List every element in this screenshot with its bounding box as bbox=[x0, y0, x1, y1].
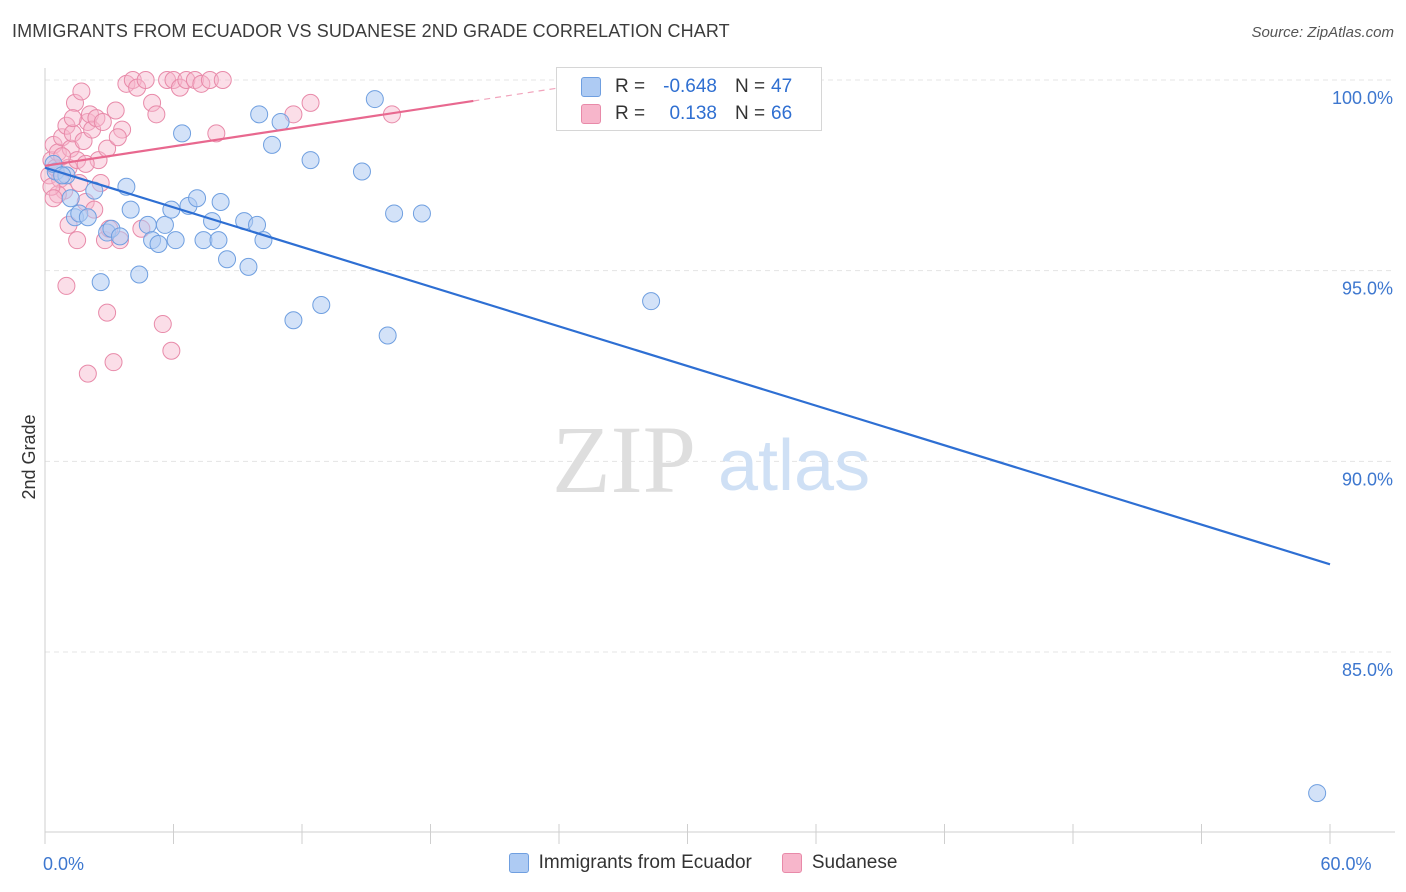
sudanese-point bbox=[192, 74, 211, 93]
sudanese-point bbox=[170, 78, 189, 97]
x-tick-label: 60.0% bbox=[1320, 854, 1371, 874]
ecuador-point bbox=[642, 292, 661, 311]
sudanese-point bbox=[104, 353, 123, 372]
ecuador-point bbox=[130, 265, 149, 284]
sudanese-point bbox=[93, 112, 112, 131]
legend-label-ecuador: Immigrants from Ecuador bbox=[538, 852, 752, 873]
legend-swatch-pink bbox=[781, 853, 802, 873]
ecuador-point bbox=[271, 112, 290, 131]
sudanese-point bbox=[57, 276, 76, 295]
ecuador-point bbox=[138, 215, 157, 234]
legend-swatch-blue bbox=[581, 77, 601, 97]
sudanese-point bbox=[136, 71, 155, 89]
sudanese-point bbox=[57, 116, 76, 135]
sudanese-point bbox=[68, 231, 87, 250]
sudanese-point bbox=[153, 315, 172, 334]
stats-legend: R = -0.648 N = 47 R = 0.138 N = 66 bbox=[556, 67, 822, 131]
ecuador-point bbox=[211, 193, 230, 212]
sudanese-point bbox=[78, 364, 97, 383]
sudanese-point bbox=[200, 71, 219, 89]
ecuador-point bbox=[218, 250, 237, 269]
legend-r-value: -0.648 bbox=[663, 76, 717, 97]
sudanese-point bbox=[44, 189, 63, 208]
legend-n-label: N = bbox=[735, 103, 766, 124]
ecuador-point bbox=[194, 231, 213, 250]
ecuador-point bbox=[385, 204, 404, 223]
legend-item-ecuador[interactable]: Immigrants from Ecuador bbox=[508, 852, 752, 874]
sudanese-point bbox=[213, 71, 232, 89]
x-tick-label: 0.0% bbox=[43, 854, 84, 874]
sudanese-point bbox=[83, 120, 102, 139]
sudanese-point bbox=[65, 93, 84, 112]
sudanese-point bbox=[301, 93, 320, 112]
ecuador-point bbox=[1308, 784, 1327, 803]
sudanese-point bbox=[162, 341, 181, 360]
sudanese-point bbox=[207, 124, 226, 143]
ecuador-point bbox=[378, 326, 397, 345]
ecuador-point bbox=[312, 295, 331, 314]
series-legend: Immigrants from Ecuador Sudanese bbox=[0, 852, 1406, 874]
sudanese-point bbox=[98, 303, 117, 322]
y-tick-label: 100.0% bbox=[1332, 88, 1393, 108]
ecuador-point bbox=[352, 162, 371, 181]
sudanese-point bbox=[147, 105, 166, 124]
y-tick-label: 95.0% bbox=[1342, 279, 1393, 299]
sudanese-point bbox=[63, 124, 82, 143]
ecuador-point bbox=[91, 273, 110, 292]
ecuador-point bbox=[263, 135, 282, 154]
ecuador-point bbox=[412, 204, 431, 223]
ecuador-point bbox=[239, 257, 258, 276]
ecuador-point bbox=[78, 208, 97, 227]
ecuador-point bbox=[209, 231, 228, 250]
y-tick-label: 90.0% bbox=[1342, 469, 1393, 489]
ecuador-point bbox=[188, 189, 207, 208]
source-label: Source: ZipAtlas.com bbox=[1251, 24, 1394, 41]
legend-swatch-pink bbox=[581, 104, 601, 124]
ecuador-point bbox=[250, 105, 269, 124]
ecuador-point bbox=[301, 151, 320, 170]
legend-r-value: 0.138 bbox=[669, 103, 717, 124]
ecuador-point bbox=[173, 124, 192, 143]
sudanese-trendline bbox=[44, 99, 474, 167]
ecuador-point bbox=[155, 215, 174, 234]
legend-n-value: 47 bbox=[771, 76, 793, 97]
ecuador-point bbox=[365, 90, 384, 109]
legend-swatch-blue bbox=[508, 853, 529, 873]
watermark-atlas: atlas bbox=[718, 426, 870, 506]
legend-label-sudanese: Sudanese bbox=[811, 852, 898, 873]
legend-item-sudanese[interactable]: Sudanese bbox=[781, 852, 898, 874]
ecuador-trendline bbox=[44, 166, 1331, 566]
legend-n-value: 66 bbox=[771, 103, 793, 124]
ecuador-point bbox=[166, 231, 185, 250]
ecuador-point bbox=[149, 234, 168, 253]
legend-r-label: R = bbox=[615, 76, 646, 97]
y-axis-title: 2nd Grade bbox=[19, 414, 39, 499]
sudanese-point bbox=[108, 128, 127, 147]
ecuador-point bbox=[121, 200, 140, 219]
y-tick-label: 85.0% bbox=[1342, 660, 1393, 680]
legend-row-sudanese: R = 0.138 N = 66 bbox=[581, 101, 792, 127]
legend-row-ecuador: R = -0.648 N = 47 bbox=[581, 74, 792, 100]
ecuador-point bbox=[61, 189, 80, 208]
ecuador-point bbox=[284, 311, 303, 330]
chart-title: IMMIGRANTS FROM ECUADOR VS SUDANESE 2ND … bbox=[12, 21, 730, 41]
sudanese-point bbox=[106, 101, 125, 120]
sudanese-point bbox=[143, 93, 162, 112]
watermark-zip: ZIP bbox=[552, 406, 696, 513]
ecuador-point bbox=[110, 227, 129, 246]
sudanese-point bbox=[63, 109, 82, 128]
sudanese-point bbox=[164, 71, 183, 89]
legend-r-label: R = bbox=[615, 103, 646, 124]
sudanese-point bbox=[72, 82, 91, 101]
legend-n-label: N = bbox=[735, 76, 766, 97]
